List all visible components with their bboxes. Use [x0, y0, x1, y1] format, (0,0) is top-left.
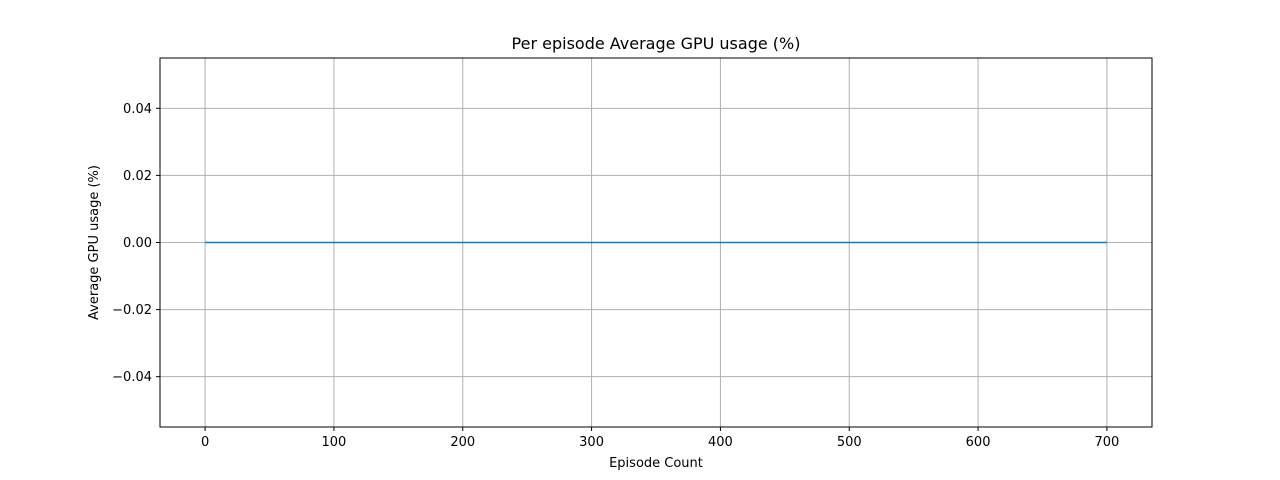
- x-axis-ticks: 0 100 200 300 400 500 600 700: [201, 427, 1119, 450]
- x-tick-label: 200: [450, 435, 475, 450]
- chart-title: Per episode Average GPU usage (%): [512, 34, 801, 53]
- y-tick-label: 0.02: [123, 169, 152, 184]
- y-axis-label: Average GPU usage (%): [87, 165, 102, 320]
- x-tick-label: 300: [579, 435, 604, 450]
- x-tick-label: 0: [201, 435, 209, 450]
- y-tick-label: −0.04: [112, 370, 152, 385]
- x-tick-label: 700: [1094, 435, 1119, 450]
- x-tick-label: 100: [322, 435, 347, 450]
- y-tick-label: 0.00: [123, 236, 152, 251]
- x-tick-label: 500: [837, 435, 862, 450]
- y-tick-label: −0.02: [112, 303, 152, 318]
- x-tick-label: 600: [966, 435, 991, 450]
- y-tick-label: 0.04: [123, 102, 152, 117]
- x-tick-label: 400: [708, 435, 733, 450]
- y-axis-ticks: −0.04 −0.02 0.00 0.02 0.04: [112, 102, 160, 385]
- x-axis-label: Episode Count: [609, 456, 703, 471]
